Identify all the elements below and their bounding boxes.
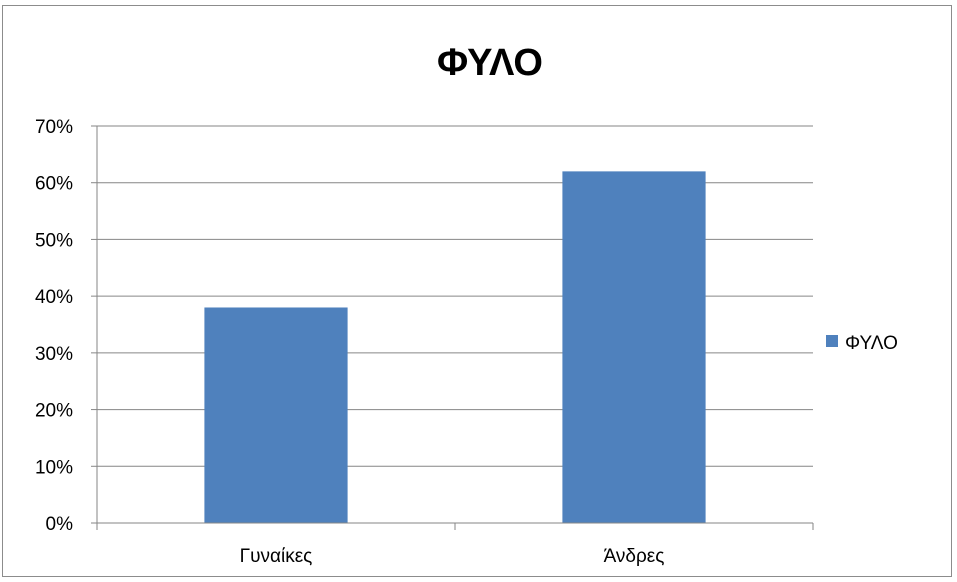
x-category-label: Άνδρες [604,546,665,567]
y-tick-label: 50% [35,230,73,251]
y-tick-label: 30% [35,344,73,365]
y-tick-label: 60% [35,174,73,195]
y-tick-label: 10% [35,457,73,478]
y-tick-label: 40% [35,287,73,308]
bars [204,171,706,523]
bar [562,171,706,523]
chart-frame [2,5,952,577]
chart-title: ΦΥΛΟ [437,42,543,84]
axes [91,125,814,530]
y-tick-label: 70% [35,117,73,138]
legend-swatch [826,335,838,347]
bar [204,307,348,523]
y-axis-ticks: 0% 10% 20% 30% 40% 50% 60% 70% [35,117,73,535]
x-category-label: Γυναίκες [240,546,313,567]
x-axis-categories: Γυναίκες Άνδρες [240,546,665,567]
legend: ΦΥΛΟ [826,333,898,354]
legend-label: ΦΥΛΟ [845,333,898,354]
y-tick-label: 20% [35,401,73,422]
y-tick-label: 0% [46,514,74,535]
